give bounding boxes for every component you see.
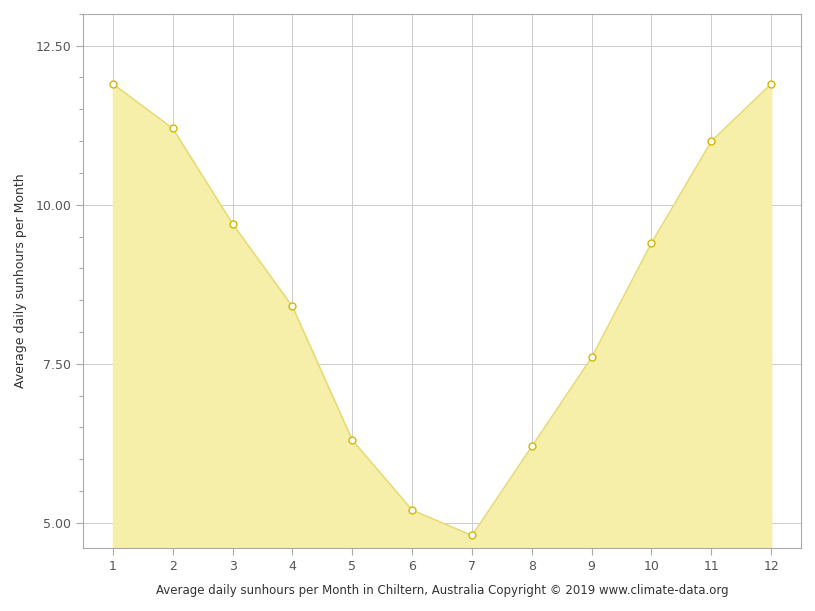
Y-axis label: Average daily sunhours per Month: Average daily sunhours per Month (14, 174, 27, 389)
X-axis label: Average daily sunhours per Month in Chiltern, Australia Copyright © 2019 www.cli: Average daily sunhours per Month in Chil… (156, 584, 729, 597)
